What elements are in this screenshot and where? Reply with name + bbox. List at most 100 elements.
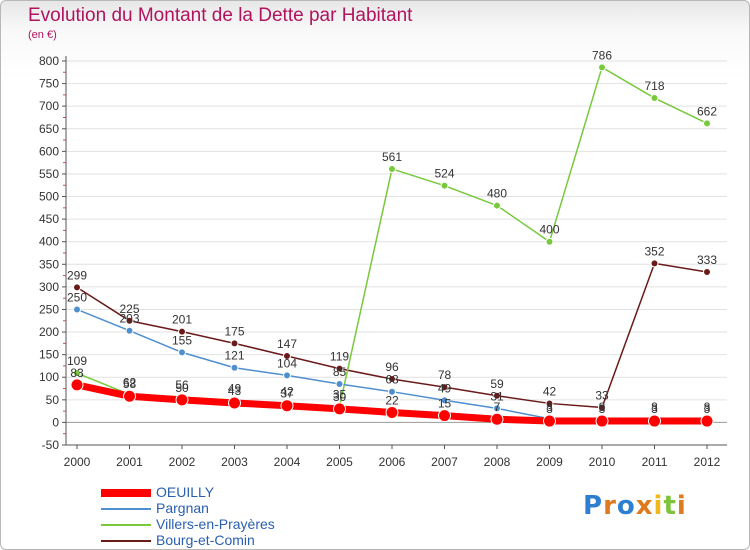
data-point <box>388 375 396 384</box>
data-point <box>283 352 291 361</box>
data-point <box>388 387 396 396</box>
data-label: 352 <box>644 244 664 258</box>
y-tick-label: 0 <box>52 415 59 429</box>
data-label: 155 <box>172 333 192 347</box>
data-label: 37 <box>280 387 294 401</box>
x-tick-label: 2012 <box>694 455 721 469</box>
x-tick-label: 2000 <box>64 455 91 469</box>
data-label: 109 <box>67 354 87 368</box>
data-point <box>650 94 659 103</box>
data-label: 31 <box>490 389 504 403</box>
data-label: 786 <box>592 48 612 62</box>
data-point <box>543 414 556 428</box>
data-label: 49 <box>438 381 452 395</box>
legend-label: Pargnan <box>156 500 209 516</box>
data-point <box>70 378 84 392</box>
legend-swatch <box>101 508 151 510</box>
y-tick-label: 750 <box>39 77 59 91</box>
x-tick-label: 2008 <box>484 455 511 469</box>
legend-swatch <box>101 524 151 526</box>
x-tick-label: 2009 <box>536 455 563 469</box>
x-tick-label: 2011 <box>642 455 668 469</box>
data-label: 8 <box>599 400 606 414</box>
y-tick-label: 100 <box>39 370 59 384</box>
logo-letter: r <box>603 491 617 521</box>
data-label: 299 <box>67 268 87 282</box>
legend-label: Villers-en-Prayères <box>156 516 275 532</box>
data-point <box>598 403 606 412</box>
data-label: 15 <box>438 397 452 411</box>
data-label: 147 <box>277 337 297 351</box>
data-label: 175 <box>224 324 244 338</box>
data-point <box>648 414 661 428</box>
y-tick-label: 350 <box>39 257 59 271</box>
data-point <box>333 402 346 416</box>
logo-letter: P <box>583 491 604 521</box>
chart-title: Evolution du Montant de la Dette par Hab… <box>28 5 413 26</box>
x-tick-label: 2005 <box>326 455 353 469</box>
data-label: 49 <box>228 381 242 395</box>
data-point <box>73 305 81 314</box>
data-point <box>175 393 189 407</box>
data-point <box>700 414 714 428</box>
data-point <box>73 283 81 292</box>
y-tick-label: 300 <box>39 280 59 294</box>
legend-label: Bourg-et-Comin <box>156 532 255 548</box>
data-point <box>228 396 241 410</box>
y-tick-label: 150 <box>39 348 59 362</box>
series-line <box>76 66 708 408</box>
data-point <box>73 369 81 378</box>
data-point <box>335 380 344 389</box>
data-label: 7 <box>494 400 501 414</box>
data-label: 85 <box>333 365 347 379</box>
proxiti-logo: Proxiti <box>583 491 687 521</box>
data-point <box>178 348 186 357</box>
logo-letter: i <box>676 491 687 521</box>
data-label: 3 <box>599 402 606 416</box>
data-label: 662 <box>697 104 717 118</box>
legend-swatch <box>101 489 151 497</box>
y-tick-label: 250 <box>39 302 59 316</box>
data-label: 119 <box>330 350 349 364</box>
logo-letter: i <box>653 491 664 521</box>
data-point <box>125 316 134 325</box>
logo-letter: t <box>663 491 677 521</box>
data-label: 35 <box>333 388 347 402</box>
y-tick-label: 800 <box>39 54 59 68</box>
chart-subtitle: (en €) <box>28 29 57 41</box>
data-point <box>125 326 134 335</box>
x-tick-label: 2004 <box>274 455 301 469</box>
data-label: 68 <box>385 373 399 387</box>
y-tick-label: -50 <box>42 438 60 452</box>
legend-swatch <box>101 540 151 542</box>
y-tick-label: 700 <box>39 99 59 113</box>
x-tick-label: 2010 <box>589 455 616 469</box>
data-label: 42 <box>280 384 294 398</box>
data-label: 30 <box>333 390 347 404</box>
data-label: 561 <box>382 150 402 164</box>
x-tick-label: 2002 <box>169 455 196 469</box>
data-label: 250 <box>67 290 87 304</box>
data-label: 33 <box>595 389 609 403</box>
data-point <box>123 389 136 403</box>
data-label: 62 <box>123 375 137 389</box>
data-point <box>493 404 501 413</box>
data-label: 201 <box>172 313 192 327</box>
data-point <box>178 327 186 336</box>
data-label: 8 <box>651 400 658 414</box>
data-point <box>335 364 344 373</box>
data-point <box>230 363 239 372</box>
y-tick-label: 500 <box>39 190 59 204</box>
logo-letter: x <box>635 491 654 521</box>
data-label: 50 <box>175 381 189 395</box>
data-point <box>493 391 501 400</box>
data-label: 58 <box>123 377 137 391</box>
data-point <box>440 383 449 392</box>
data-label: 96 <box>385 360 399 374</box>
data-label: 225 <box>119 302 139 316</box>
y-tick-label: 650 <box>39 122 59 136</box>
data-point <box>440 181 449 190</box>
data-label: 104 <box>277 356 297 370</box>
